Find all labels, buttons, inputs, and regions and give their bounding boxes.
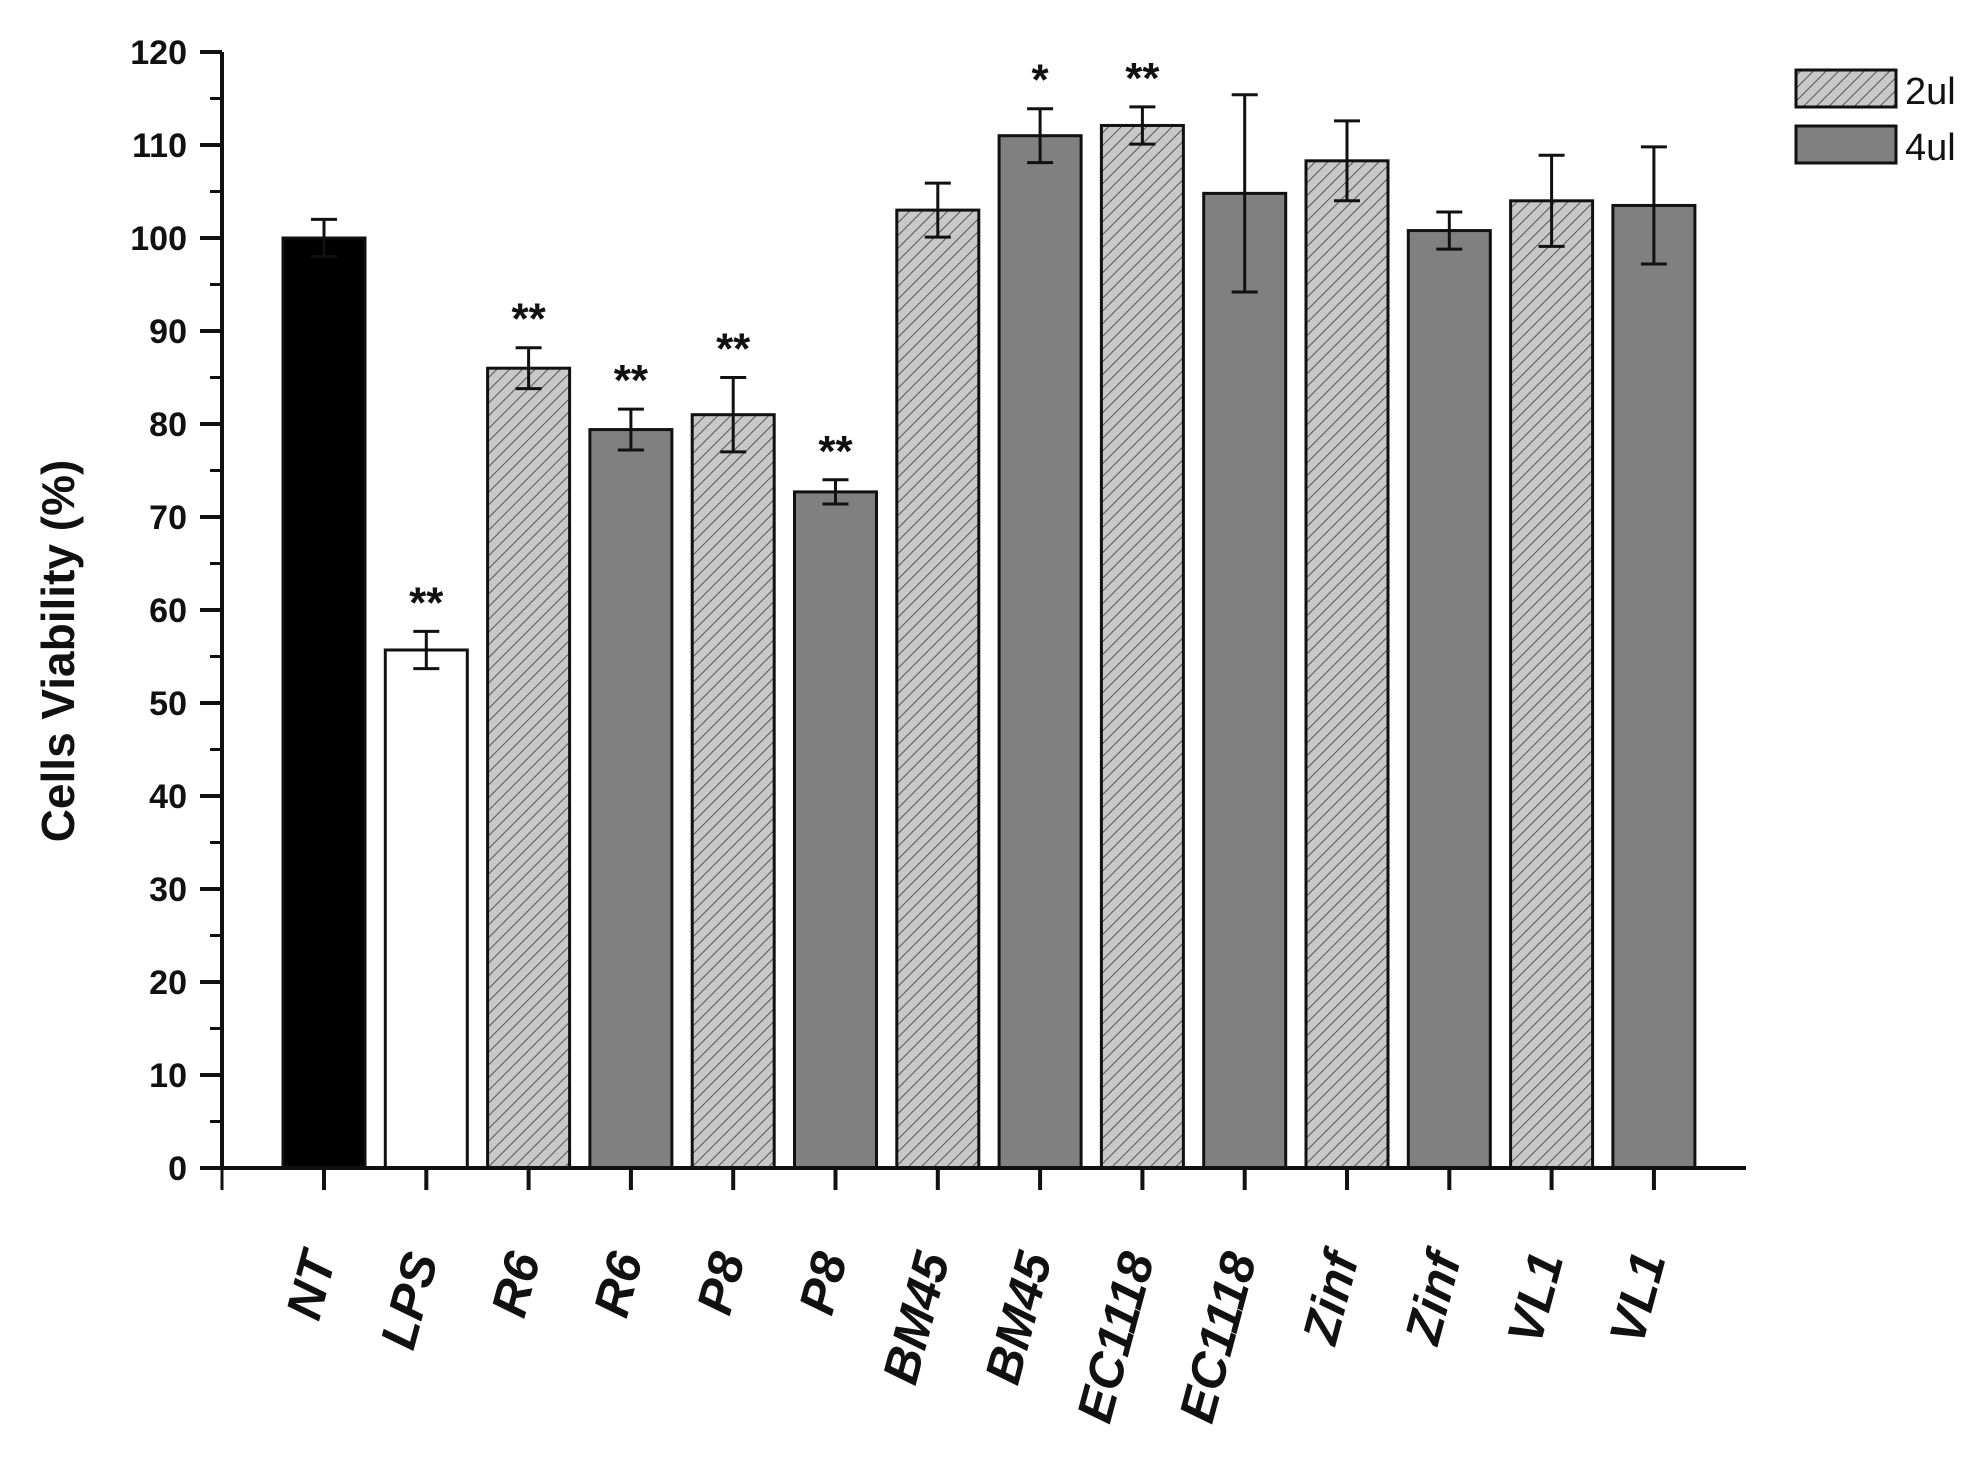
- significance-marker: **: [1125, 54, 1160, 103]
- significance-markers: *********** **: [409, 54, 1160, 628]
- y-tick-label: 80: [149, 406, 187, 444]
- y-tick-labels: 0 10 20 30 40 50 60 70 80 90 100 110 120: [130, 34, 187, 1188]
- bar-nt-0: [281, 236, 367, 1170]
- bar-r6-2: [486, 366, 572, 1170]
- y-tick-label: 60: [149, 592, 187, 630]
- category-label: P8: [686, 1246, 756, 1320]
- category-label: VL1: [1496, 1246, 1574, 1349]
- bar-p8-5: [793, 490, 878, 1170]
- category-label: EC1118: [1168, 1246, 1267, 1428]
- y-tick-label: 40: [149, 778, 187, 816]
- y-tick-label: 50: [149, 685, 187, 723]
- axes: [200, 50, 1746, 1190]
- y-tick-label: 110: [132, 127, 187, 165]
- bar-r6-3: [588, 428, 674, 1170]
- y-tick-label: 30: [149, 871, 187, 909]
- y-tick-label: 90: [149, 313, 187, 351]
- legend-swatch-4ul: [1794, 124, 1898, 165]
- legend-swatch-2ul: [1794, 68, 1898, 109]
- y-tick-label: 20: [149, 964, 187, 1002]
- category-label: Zinf: [1291, 1242, 1370, 1351]
- significance-marker: **: [409, 578, 444, 627]
- bar-p8-4: [690, 413, 776, 1170]
- category-label: Zinf: [1394, 1242, 1473, 1351]
- significance-marker: **: [511, 295, 546, 344]
- bar-zinf-10: [1304, 159, 1390, 1170]
- bar-bm45-7: [997, 134, 1083, 1170]
- bars: [281, 123, 1697, 1170]
- bar-vl1-12: [1509, 199, 1595, 1170]
- bar-bm45-6: [895, 208, 981, 1170]
- category-label: R6: [481, 1245, 552, 1322]
- category-label: P8: [788, 1246, 858, 1320]
- category-labels: NT LPS R6 R6 P8 P8 BM45 BM45 EC1118 EC1118 Zinf Zin…: [275, 1242, 1676, 1428]
- y-axis-label: Cells Viability (%): [32, 460, 84, 843]
- significance-marker: **: [818, 427, 853, 476]
- legend-label-2ul: 2ul: [1905, 71, 1956, 113]
- y-tick-label: 100: [130, 220, 187, 258]
- category-label: EC1118: [1066, 1246, 1165, 1428]
- y-tick-label: 0: [168, 1150, 187, 1188]
- category-label: VL1: [1599, 1246, 1677, 1349]
- y-tick-label: 70: [149, 499, 187, 537]
- significance-marker: **: [614, 356, 649, 405]
- category-label: LPS: [370, 1246, 449, 1354]
- category-label: BM45: [872, 1245, 961, 1389]
- significance-marker: **: [716, 325, 751, 374]
- category-label: BM45: [974, 1245, 1063, 1389]
- bar-ec1118-8: [1099, 123, 1185, 1170]
- bar-ec1118-9: [1202, 191, 1288, 1170]
- y-tick-label: 10: [149, 1057, 187, 1095]
- bar-lps-1: [383, 648, 469, 1170]
- bar-zinf-11: [1406, 229, 1492, 1170]
- category-label: NT: [275, 1242, 347, 1325]
- legend: 2ul 4ul: [1794, 68, 1956, 169]
- significance-marker: *: [1032, 56, 1050, 105]
- y-tick-label: 120: [130, 34, 187, 72]
- legend-label-4ul: 4ul: [1905, 127, 1956, 169]
- bar-vl1-13: [1611, 203, 1697, 1170]
- error-bars: [311, 93, 1667, 671]
- category-label: R6: [583, 1245, 654, 1322]
